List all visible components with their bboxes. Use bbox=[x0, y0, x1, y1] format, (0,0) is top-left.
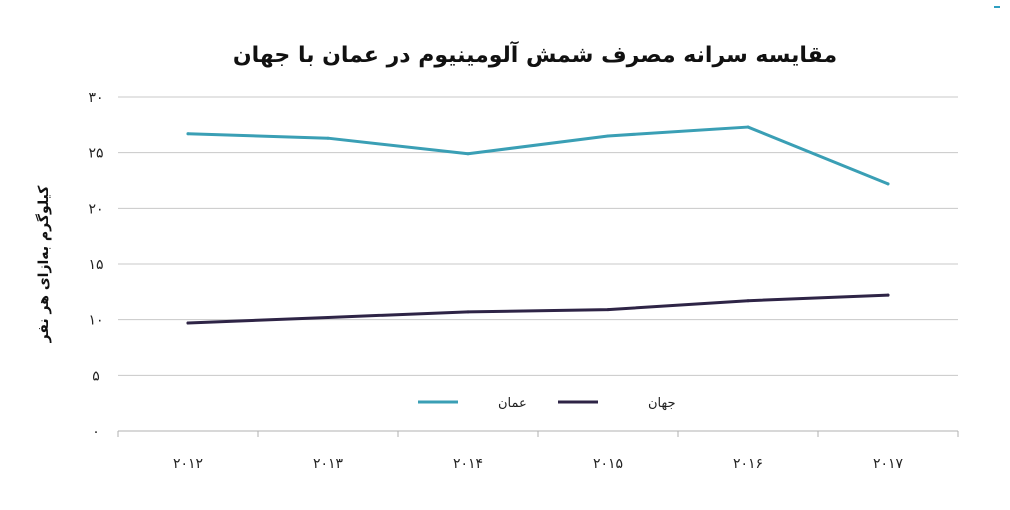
y-tick-label: ۰ bbox=[92, 424, 100, 440]
data-point bbox=[326, 315, 330, 319]
data-point bbox=[606, 308, 610, 312]
chart-title: مقایسه سرانه مصرف شمش آلومینیوم در عمان … bbox=[233, 40, 837, 68]
x-tick-label: ۲۰۱۳ bbox=[313, 456, 344, 472]
legend: عمان جهان bbox=[418, 396, 676, 411]
x-tick-label: ۲۰۱۲ bbox=[173, 456, 203, 472]
y-tick-label: ۳۰ bbox=[88, 90, 103, 106]
y-tick-label: ۵ bbox=[92, 368, 100, 384]
y-tick-label: ۲۵ bbox=[88, 146, 103, 162]
y-tick-label: ۱۰ bbox=[88, 313, 103, 329]
y-axis-ticks: ۰ ۵ ۱۰ ۱۵ ۲۰ ۲۵ ۳۰ bbox=[88, 90, 103, 440]
gridlines bbox=[118, 96, 958, 376]
y-tick-label: ۲۰ bbox=[88, 201, 103, 217]
data-point bbox=[886, 182, 890, 186]
x-tick-label: ۲۰۱۵ bbox=[593, 456, 623, 472]
x-axis bbox=[117, 430, 959, 437]
y-axis-label: کیلوگرم به‌ازای هر نفر bbox=[35, 185, 52, 344]
data-point bbox=[466, 152, 470, 156]
x-tick-label: ۲۰۱۴ bbox=[453, 456, 483, 472]
x-axis-ticks: ۲۰۱۲ ۲۰۱۳ ۲۰۱۴ ۲۰۱۵ ۲۰۱۶ ۲۰۱۷ bbox=[173, 456, 904, 472]
y-tick-label: ۱۵ bbox=[88, 257, 103, 273]
data-point bbox=[326, 136, 330, 140]
data-point bbox=[886, 293, 890, 297]
x-tick-label: ۲۰۱۶ bbox=[733, 456, 763, 472]
data-point bbox=[606, 134, 610, 138]
corner-mark bbox=[994, 6, 1000, 8]
legend-label: جهان bbox=[648, 396, 676, 411]
series-line-1 bbox=[186, 293, 890, 325]
data-point bbox=[186, 321, 190, 325]
legend-label: عمان bbox=[498, 396, 527, 411]
x-tick-label: ۲۰۱۷ bbox=[873, 456, 904, 472]
data-point bbox=[466, 310, 470, 314]
series-lines bbox=[186, 125, 890, 325]
data-point bbox=[186, 132, 190, 136]
data-point bbox=[746, 125, 750, 129]
data-point bbox=[746, 299, 750, 303]
series-line-0 bbox=[186, 125, 890, 186]
